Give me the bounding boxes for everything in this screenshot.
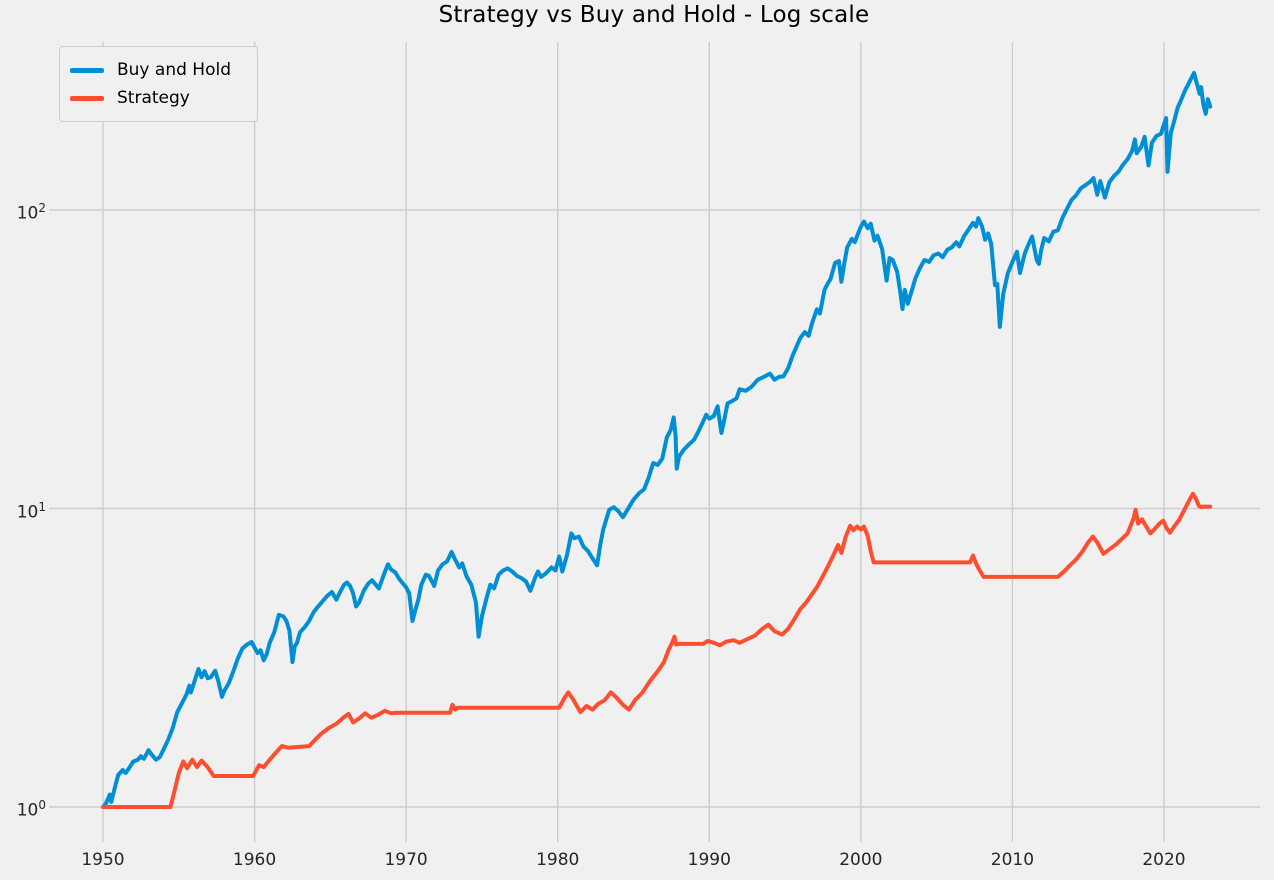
series-line-strategy bbox=[101, 491, 1213, 809]
y-tick-label-10e2: 102 bbox=[16, 201, 46, 224]
x-tick-label-2020: 2020 bbox=[1142, 850, 1186, 870]
x-tick-label-2000: 2000 bbox=[839, 850, 883, 870]
series-line-buy-and-hold bbox=[101, 70, 1213, 809]
x-tick-label-1980: 1980 bbox=[536, 850, 580, 870]
legend-item-strategy: Strategy bbox=[70, 84, 231, 112]
legend-label: Buy and Hold bbox=[117, 60, 231, 80]
x-tick-label-2010: 2010 bbox=[990, 850, 1035, 870]
chart-title: Strategy vs Buy and Hold - Log scale bbox=[438, 2, 870, 28]
x-tick-label-1960: 1960 bbox=[232, 850, 277, 870]
legend-swatch-icon bbox=[70, 67, 104, 73]
legend: Buy and Hold Strategy bbox=[59, 46, 258, 122]
x-tick-label-1950: 1950 bbox=[81, 850, 125, 870]
x-tick-label-1990: 1990 bbox=[687, 850, 731, 870]
y-tick-label-10e1: 101 bbox=[16, 499, 46, 523]
x-tick-label-1970: 1970 bbox=[384, 850, 428, 870]
legend-label: Strategy bbox=[117, 88, 190, 108]
y-tick-label-10e0: 100 bbox=[16, 798, 46, 821]
legend-swatch-icon bbox=[70, 95, 104, 101]
legend-item-buy-and-hold: Buy and Hold bbox=[70, 56, 231, 84]
